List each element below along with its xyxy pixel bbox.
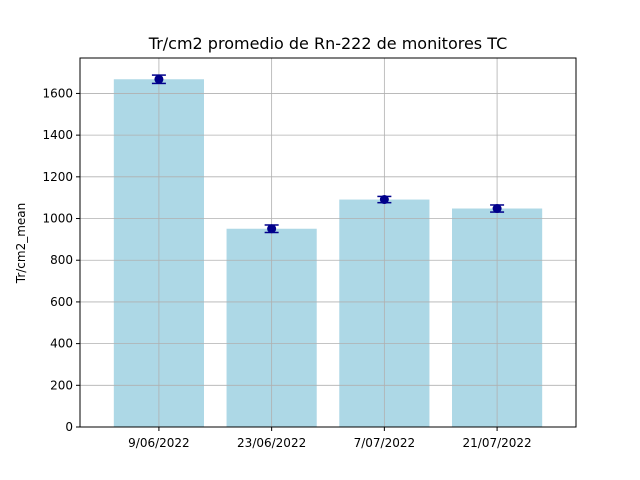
x-tick-label-4: 21/07/2022 bbox=[463, 436, 532, 450]
y-axis-label: Tr/cm2_mean bbox=[14, 203, 28, 285]
y-tick-label-6: 1200 bbox=[42, 170, 73, 184]
y-tick-label-8: 1600 bbox=[42, 86, 73, 100]
bars-group bbox=[113, 79, 543, 427]
axes-frame bbox=[79, 57, 577, 428]
x-tick-label-3: 7/07/2022 bbox=[354, 436, 416, 450]
y-ticks: 0 200 400 600 800 1000 1200 1400 1600 bbox=[42, 86, 80, 434]
mean-marker-2 bbox=[267, 224, 277, 234]
y-tick-label-0: 0 bbox=[65, 420, 73, 434]
mean-marker-4 bbox=[492, 204, 502, 214]
plot-frame bbox=[79, 57, 577, 428]
x-ticks: 9/06/2022 23/06/2022 7/07/2022 21/07/2022 bbox=[128, 427, 532, 450]
mean-marker-3 bbox=[379, 195, 389, 205]
x-tick-label-2: 23/06/2022 bbox=[237, 436, 306, 450]
y-tick-label-1: 200 bbox=[50, 378, 73, 392]
x-tick-label-1: 9/06/2022 bbox=[128, 436, 190, 450]
y-tick-label-4: 800 bbox=[50, 253, 73, 267]
error-bars-group bbox=[151, 74, 505, 234]
mean-marker-1 bbox=[154, 74, 164, 84]
y-tick-label-5: 1000 bbox=[42, 212, 73, 226]
y-tick-label-7: 1400 bbox=[42, 128, 73, 142]
y-tick-label-2: 400 bbox=[50, 337, 73, 351]
y-tick-label-3: 600 bbox=[50, 295, 73, 309]
chart-title: Tr/cm2 promedio de Rn-222 de monitores T… bbox=[148, 34, 507, 53]
